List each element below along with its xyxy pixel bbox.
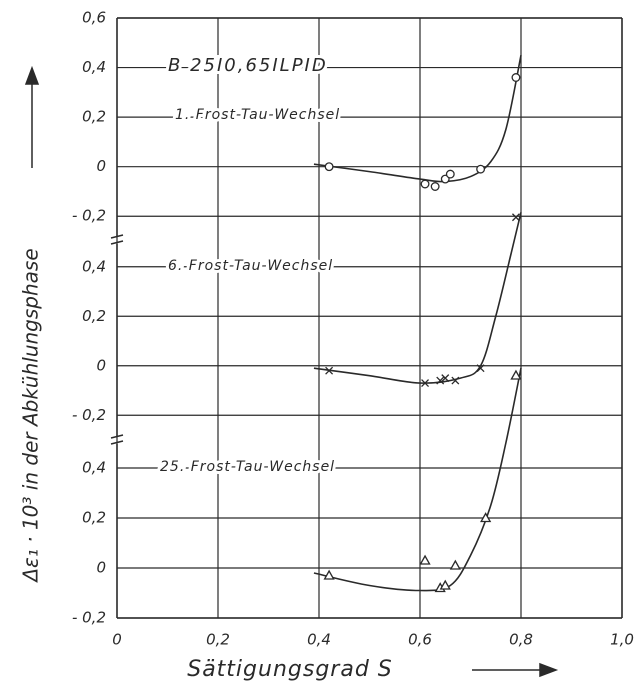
- marker: [439, 579, 451, 590]
- markers: [323, 73, 522, 593]
- annotation: B 25I0,65ILPID: [168, 55, 328, 76]
- panel-label: 6. Frost-Tau-Wechsel: [168, 258, 333, 274]
- marker: [511, 73, 521, 82]
- y-arrow: [24, 65, 40, 168]
- y-tick-label: 0,4: [82, 58, 106, 76]
- marker: [325, 366, 334, 375]
- y-tick-label: - 0,2: [72, 406, 106, 424]
- marker: [476, 164, 486, 174]
- x-axis-label: Sättigungsgrad S: [187, 657, 393, 682]
- marker: [451, 376, 460, 385]
- x-tick-label: 0,8: [509, 631, 533, 649]
- marker: [511, 213, 520, 222]
- marker: [323, 569, 335, 580]
- y-tick-label: 0,4: [82, 257, 106, 275]
- y-tick-label: 0: [96, 356, 106, 374]
- marker: [441, 374, 450, 383]
- grid: [116, 17, 623, 619]
- y-tick-label: - 0,2: [72, 609, 106, 627]
- y-tick-label: 0: [96, 157, 106, 175]
- y-tick-label: 0,2: [82, 108, 106, 126]
- y-tick-label: 0,6: [82, 9, 106, 27]
- x-tick-label: 0,2: [206, 631, 230, 649]
- curve: [313, 367, 522, 592]
- x-arrow: [472, 662, 559, 678]
- x-tick-label: 0: [112, 631, 122, 649]
- marker: [445, 169, 455, 179]
- panel-label: 25. Frost-Tau-Wechsel: [160, 459, 335, 475]
- marker: [480, 512, 492, 523]
- x-tick-label: 1,0: [610, 631, 634, 649]
- marker: [430, 182, 440, 191]
- marker: [449, 559, 461, 570]
- y-axis-label: Δε₁ · 10³ in der Abkühlungsphase: [19, 248, 43, 583]
- y-tick-label: 0: [96, 559, 106, 577]
- labels: 0 0,2 0,4 0,6 0,8 1,0 - 0,2 0 0,2 0,4 0,6 B 25I0,65…: [72, 9, 634, 649]
- marker: [476, 364, 485, 373]
- curves: [313, 55, 522, 592]
- marker: [421, 379, 430, 388]
- y-tick-label: 0,2: [82, 307, 106, 325]
- x-tick-label: 0,4: [307, 631, 331, 649]
- y-tick-label: 0,2: [82, 509, 106, 527]
- marker: [419, 554, 431, 565]
- y-tick-label: - 0,2: [72, 207, 106, 225]
- curve: [313, 55, 522, 183]
- marker: [436, 376, 445, 385]
- x-tick-label: 0,6: [408, 631, 432, 649]
- marker: [420, 179, 430, 189]
- panel-label: 1. Frost-Tau-Wechsel: [175, 107, 340, 123]
- marker: [324, 162, 334, 172]
- marker: [510, 369, 522, 380]
- y-tick-label: 0,4: [82, 459, 106, 477]
- curve: [313, 212, 522, 384]
